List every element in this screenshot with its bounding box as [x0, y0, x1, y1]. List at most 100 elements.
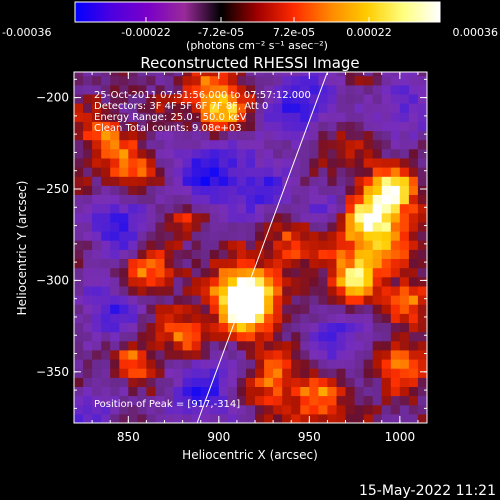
heatmap-cell	[110, 121, 120, 132]
heatmap-cell	[291, 386, 301, 397]
heatmap-cell	[74, 349, 84, 360]
heatmap-cell	[372, 130, 383, 141]
heatmap-cell	[372, 386, 383, 397]
heatmap-cell	[110, 267, 120, 278]
heatmap-cell	[390, 340, 401, 351]
heatmap-cell	[155, 276, 166, 287]
heatmap-cell	[282, 167, 292, 177]
heatmap-cell	[200, 267, 211, 278]
heatmap-cell	[74, 84, 84, 95]
heatmap-cell	[83, 148, 93, 159]
heatmap-cell	[381, 203, 392, 214]
heatmap-cell	[264, 349, 274, 360]
heatmap-cell	[273, 72, 283, 77]
heatmap-cell	[345, 359, 356, 369]
heatmap-cell	[173, 377, 184, 387]
heatmap-cell	[273, 368, 283, 378]
heatmap-cell	[300, 185, 310, 195]
heatmap-cell	[246, 249, 256, 259]
heatmap-cell	[128, 75, 138, 86]
heatmap-cell	[309, 240, 319, 250]
heatmap-cell	[110, 340, 120, 351]
heatmap-cell	[381, 313, 392, 323]
heatmap-cell	[119, 377, 129, 387]
heatmap-cell	[399, 368, 410, 378]
heatmap-cell	[119, 313, 129, 323]
heatmap-cell	[92, 93, 102, 104]
heatmap-cell	[155, 75, 166, 86]
heatmap-cell	[110, 112, 120, 122]
heatmap-cell	[110, 359, 120, 369]
heatmap-cell	[236, 313, 247, 323]
heatmap-cell	[236, 404, 247, 415]
heatmap-cell	[110, 285, 120, 296]
heatmap-cell	[291, 121, 301, 132]
heatmap-cell	[381, 377, 392, 387]
heatmap-cell	[300, 249, 310, 259]
annotation-time-range: 25-Oct-2011 07:51:56.000 to 07:57:12.000	[94, 90, 311, 101]
heatmap-cell	[200, 377, 211, 387]
heatmap-cell	[236, 267, 247, 278]
heatmap-cell	[408, 221, 419, 232]
heatmap-cell	[264, 212, 274, 223]
heatmap-cell	[110, 75, 120, 86]
heatmap-cell	[291, 258, 301, 269]
heatmap-cell	[173, 368, 184, 378]
heatmap-cell	[264, 340, 274, 351]
heatmap-cell	[146, 295, 157, 305]
heatmap-cell	[300, 386, 310, 397]
heatmap-cell	[300, 75, 310, 86]
heatmap-cell	[83, 322, 93, 333]
heatmap-cell	[345, 212, 356, 223]
heatmap-cell	[390, 267, 401, 278]
heatmap-cell	[381, 359, 392, 369]
heatmap-cell	[209, 121, 220, 132]
heatmap-cell	[291, 103, 301, 113]
heatmap-cell	[354, 139, 365, 150]
heatmap-cell	[164, 368, 175, 378]
heatmap-cell	[92, 75, 102, 86]
heatmap-cell	[74, 185, 84, 195]
heatmap-cell	[363, 359, 374, 369]
heatmap-cell	[173, 331, 184, 342]
heatmap-cell	[209, 395, 220, 406]
heatmap-cell	[164, 112, 175, 122]
heatmap-cell	[246, 386, 256, 397]
heatmap-cell	[119, 167, 129, 177]
heatmap-cell	[200, 386, 211, 397]
heatmap-cell	[74, 313, 84, 323]
heatmap-cell	[282, 304, 292, 314]
heatmap-cell	[372, 267, 383, 278]
heatmap-cell	[227, 93, 238, 104]
heatmap-cell	[209, 194, 220, 205]
heatmap-cell	[128, 84, 138, 95]
heatmap-cell	[137, 340, 148, 351]
heatmap-cell	[146, 176, 157, 186]
heatmap-cell	[291, 322, 301, 333]
heatmap-cell	[336, 157, 347, 168]
heatmap-cell	[381, 112, 392, 122]
heatmap-cell	[191, 359, 202, 369]
heatmap-cell	[218, 185, 229, 195]
heatmap-cell	[399, 404, 410, 415]
heatmap-cell	[137, 276, 148, 287]
heatmap-cell	[300, 167, 310, 177]
heatmap-cell	[381, 349, 392, 360]
heatmap-cell	[218, 313, 229, 323]
heatmap-cell	[155, 93, 166, 104]
heatmap-cell	[128, 103, 138, 113]
heatmap-cell	[273, 103, 283, 113]
heatmap-cell	[255, 75, 265, 86]
heatmap-cell	[372, 331, 383, 342]
heatmap-cell	[417, 340, 427, 351]
heatmap-cell	[345, 267, 356, 278]
heatmap-cell	[318, 84, 329, 95]
heatmap-cell	[209, 304, 220, 314]
heatmap-cell	[146, 386, 157, 397]
heatmap-cell	[146, 72, 157, 77]
heatmap-cell	[218, 322, 229, 333]
heatmap-cell	[74, 395, 84, 406]
heatmap-cell	[399, 231, 410, 241]
heatmap-cell	[354, 203, 365, 214]
